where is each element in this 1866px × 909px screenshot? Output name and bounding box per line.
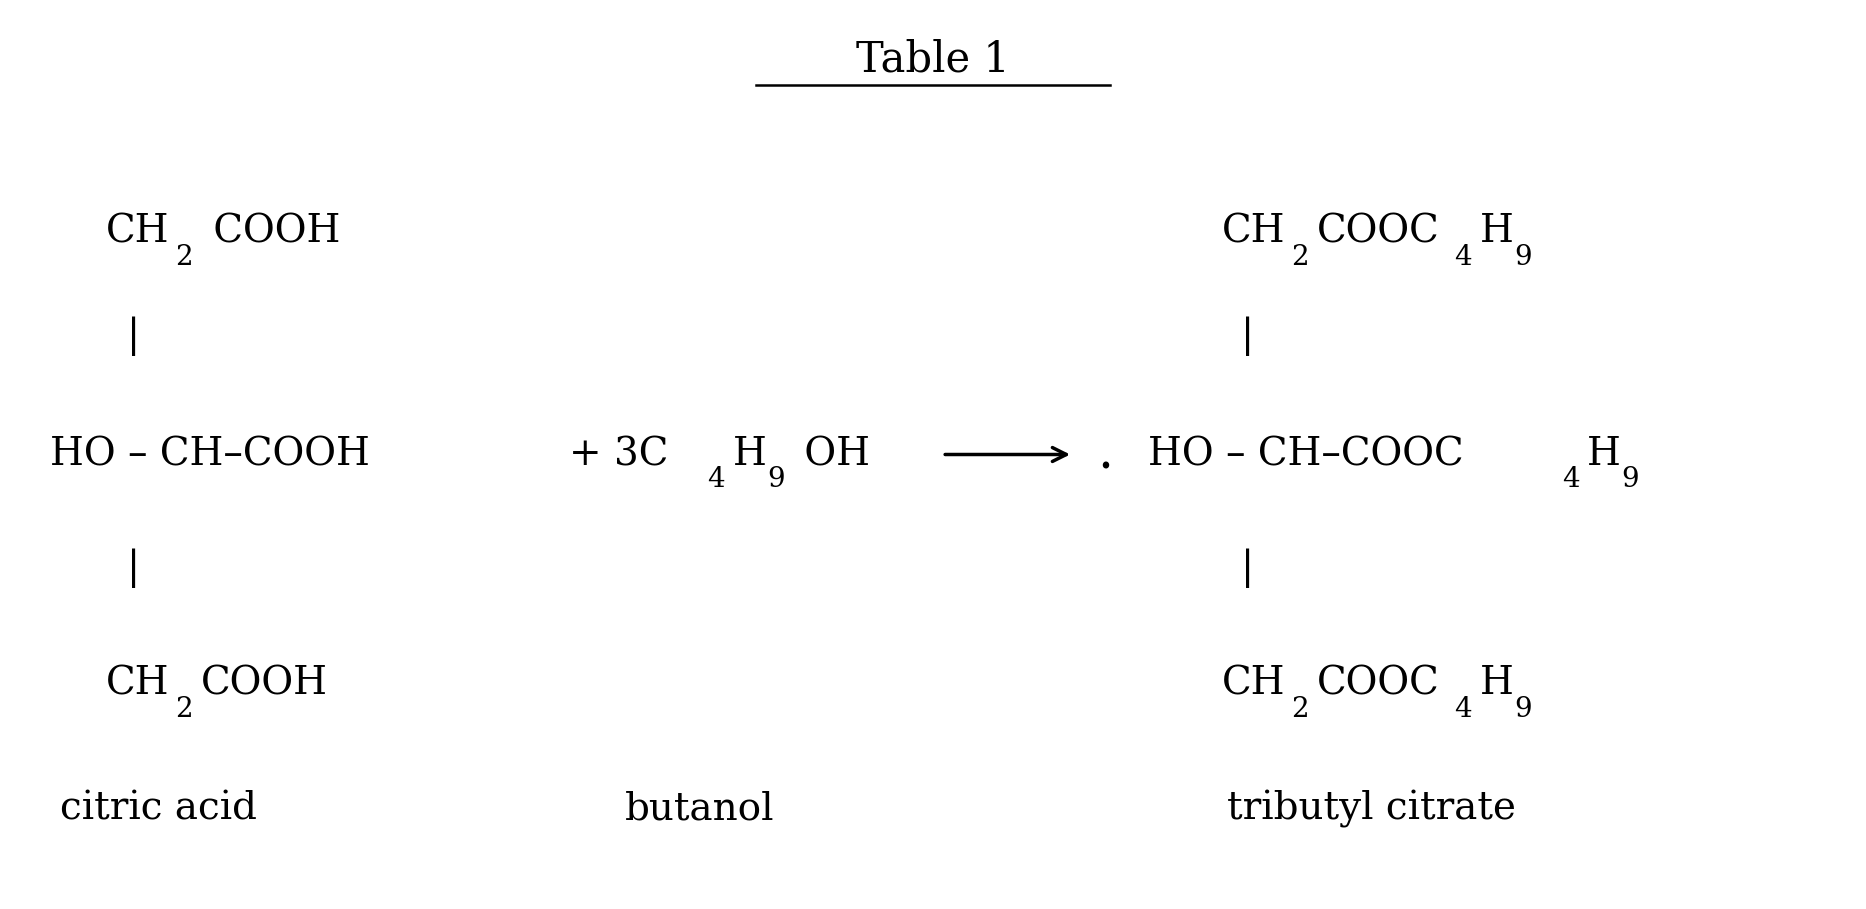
Text: tributyl citrate: tributyl citrate — [1228, 790, 1515, 828]
Text: CH: CH — [1222, 214, 1286, 250]
Text: 9: 9 — [767, 466, 784, 494]
Text: CH: CH — [106, 214, 170, 250]
Text: OH: OH — [793, 436, 870, 473]
Text: + 3C: + 3C — [569, 436, 668, 473]
Text: H: H — [1586, 436, 1622, 473]
Text: 4: 4 — [1455, 244, 1472, 271]
Text: COOH: COOH — [202, 665, 328, 702]
Text: 4: 4 — [707, 466, 724, 494]
Text: 4: 4 — [1562, 466, 1579, 494]
Text: HO – CH–COOC: HO – CH–COOC — [1148, 436, 1463, 473]
Text: H: H — [1480, 214, 1513, 250]
Text: CH: CH — [1222, 665, 1286, 702]
Text: HO – CH–COOH: HO – CH–COOH — [50, 436, 369, 473]
Text: 9: 9 — [1513, 244, 1532, 271]
Text: .: . — [1097, 430, 1114, 479]
Text: COOC: COOC — [1317, 665, 1439, 702]
Text: |: | — [1241, 316, 1254, 356]
Text: 2: 2 — [175, 244, 192, 271]
Text: 2: 2 — [175, 695, 192, 723]
Text: COOC: COOC — [1317, 214, 1439, 250]
Text: 4: 4 — [1455, 695, 1472, 723]
Text: H: H — [1480, 665, 1513, 702]
Text: H: H — [731, 436, 767, 473]
Text: 9: 9 — [1513, 695, 1532, 723]
Text: 2: 2 — [1291, 244, 1308, 271]
Text: 9: 9 — [1622, 466, 1638, 494]
Text: butanol: butanol — [625, 791, 774, 827]
Text: |: | — [1241, 548, 1254, 588]
Text: COOH: COOH — [202, 214, 340, 250]
Text: |: | — [127, 548, 140, 588]
Text: |: | — [127, 316, 140, 356]
Text: CH: CH — [106, 665, 170, 702]
Text: Table 1: Table 1 — [856, 38, 1010, 80]
Text: citric acid: citric acid — [60, 791, 258, 827]
Text: 2: 2 — [1291, 695, 1308, 723]
